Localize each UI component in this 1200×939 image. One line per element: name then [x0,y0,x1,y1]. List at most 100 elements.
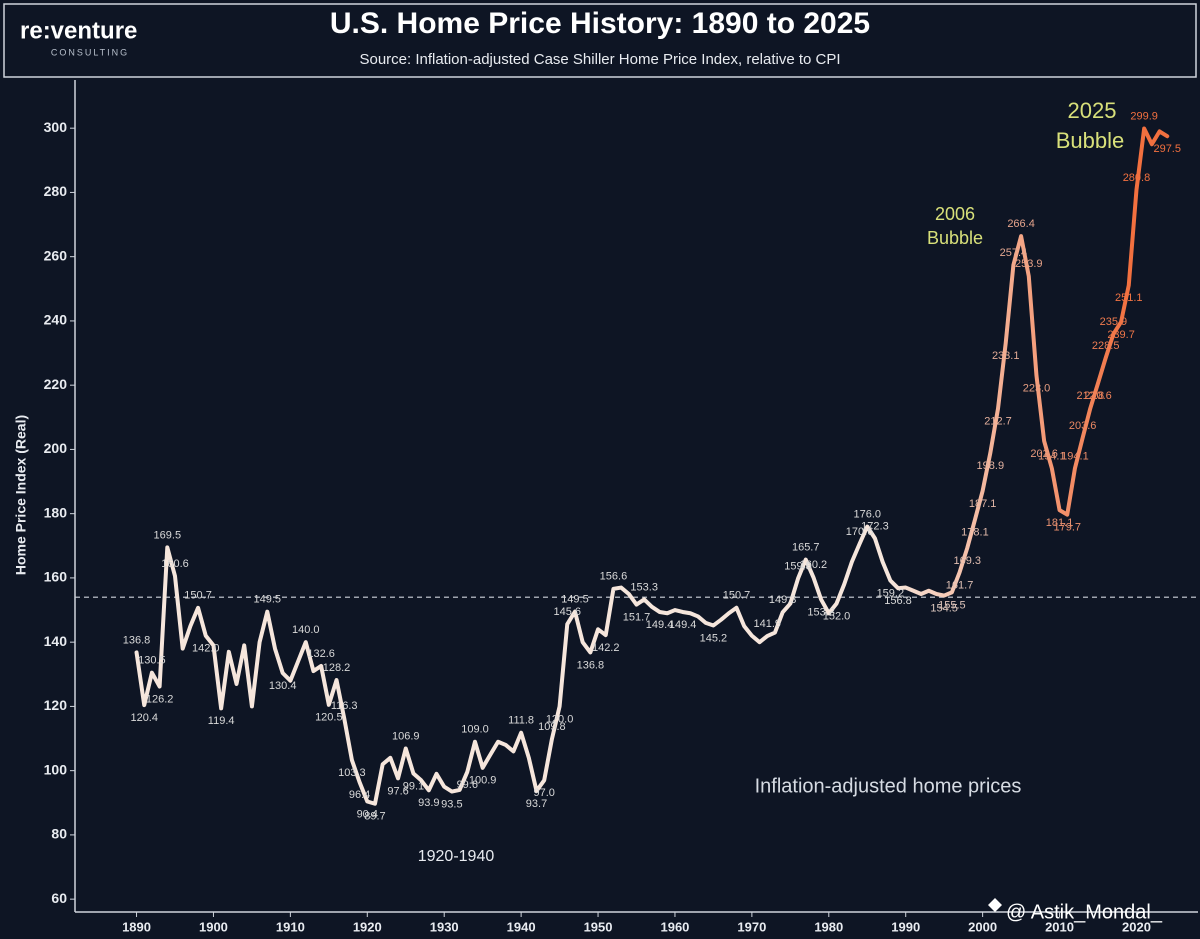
data-label: 203.6 [1069,420,1097,432]
data-label: 93.5 [441,798,462,810]
data-label: 97.6 [387,785,408,797]
data-label: 90.4 [357,808,378,820]
x-tick-label: 1990 [891,919,920,934]
annotation: 1920-1940 [418,848,495,865]
data-label: 119.4 [208,715,235,727]
header-frame [3,3,1197,78]
y-tick-label: 200 [44,440,68,456]
x-tick-label: 2000 [968,919,997,934]
data-label: 159.2 [877,587,905,599]
x-tick-label: 1950 [584,919,613,934]
data-label: 170.6 [846,526,874,538]
y-tick-label: 80 [51,826,67,842]
annotation: Bubble [927,228,983,248]
data-label: 136.8 [577,659,605,671]
data-label: 299.9 [1130,110,1158,122]
data-label: 194.1 [1061,450,1089,462]
watermark-text: @ Astik_Mondal_ [1006,901,1163,923]
data-label: 154.5 [930,602,958,614]
data-label: 111.8 [508,715,534,727]
data-label: 149.3 [769,594,797,606]
chart-title: U.S. Home Price History: 1890 to 2025 [330,7,870,40]
data-label: 178.1 [961,527,989,539]
data-label: 93.7 [526,798,547,810]
data-label: 109.0 [461,724,489,736]
price-line [134,126,1170,806]
chart-subtitle: Source: Inflation-adjusted Case Shiller … [359,51,840,68]
data-label: 161.7 [946,579,974,591]
x-tick-label: 1960 [660,919,689,934]
data-label: 106.9 [392,730,420,742]
x-tick-label: 1970 [737,919,766,934]
annotation: 2025 [1068,98,1117,123]
data-label: 141.9 [753,618,781,630]
data-label: 130.5 [138,655,166,667]
data-label: 257.4 [1000,247,1028,259]
annotation: Inflation-adjusted home prices [755,775,1022,797]
data-label: 89.7 [364,811,385,823]
watermark: @ Astik_Mondal_ [988,898,1163,923]
data-label: 96.4 [349,789,370,801]
data-label: 251.1 [1115,292,1143,304]
annotation: Bubble [1056,128,1125,153]
annotation: 2006 [935,204,975,224]
data-label: 136.8 [123,634,151,646]
data-label: 93.9 [418,797,439,809]
x-tick-label: 1940 [507,919,536,934]
x-tick-label: 1910 [276,919,305,934]
data-label: 198.9 [977,460,1005,472]
data-label: 152.0 [823,611,851,623]
data-label: 160.6 [161,558,189,570]
data-label: 181.1 [1046,517,1074,529]
y-axis-label: Home Price Index (Real) [13,415,29,575]
x-tick-label: 2010 [1045,919,1074,934]
y-tick-label: 120 [44,697,68,713]
data-label: 172.3 [861,520,889,532]
x-tick-label: 1890 [122,919,151,934]
y-tick-label: 240 [44,312,68,328]
data-label: 187.1 [969,498,997,510]
data-label: 160.2 [800,559,828,571]
y-tick-label: 180 [44,504,68,520]
data-label: 97.0 [533,787,554,799]
x-tick-label: 1930 [430,919,459,934]
data-label: 142.2 [592,642,620,654]
x-tick-label: 2020 [1122,919,1151,934]
data-label: 153.3 [807,606,835,618]
data-label: 156.8 [884,595,912,607]
data-label: 126.2 [146,693,174,705]
data-label: 99.1 [403,780,424,792]
data-label: 233.1 [992,350,1020,362]
y-tick-label: 300 [44,119,68,135]
data-label: 120.0 [546,713,574,725]
data-label: 150.7 [184,590,212,602]
y-tick-label: 100 [44,761,68,777]
data-label: 194.1 [1038,450,1066,462]
data-label: 156.6 [600,571,628,583]
data-label: 145.2 [700,632,728,644]
data-label: 109.8 [538,721,566,733]
data-label: 151.7 [623,611,651,623]
data-label: 228.5 [1092,340,1120,352]
data-label: 153.3 [630,581,658,593]
data-label: 120.5 [315,712,343,724]
x-tick-label: 1900 [199,919,228,934]
data-label: 239.7 [1107,329,1135,341]
data-label: 149.5 [254,594,282,606]
data-label: 99.6 [457,779,478,791]
x-tick-label: 1920 [353,919,382,934]
data-label: 169.5 [154,529,182,541]
x-tick-label: 1980 [814,919,843,934]
data-label: 212.8 [1077,390,1105,402]
y-tick-label: 220 [44,376,68,392]
data-label: 103.3 [338,767,366,779]
data-label: 220.6 [1084,390,1112,402]
data-label: 176.0 [853,508,881,520]
y-tick-label: 160 [44,569,68,585]
data-label: 202.6 [1030,448,1058,460]
y-tick-label: 140 [44,633,68,649]
data-label: 100.9 [469,775,497,787]
data-label: 149.4 [669,619,697,631]
